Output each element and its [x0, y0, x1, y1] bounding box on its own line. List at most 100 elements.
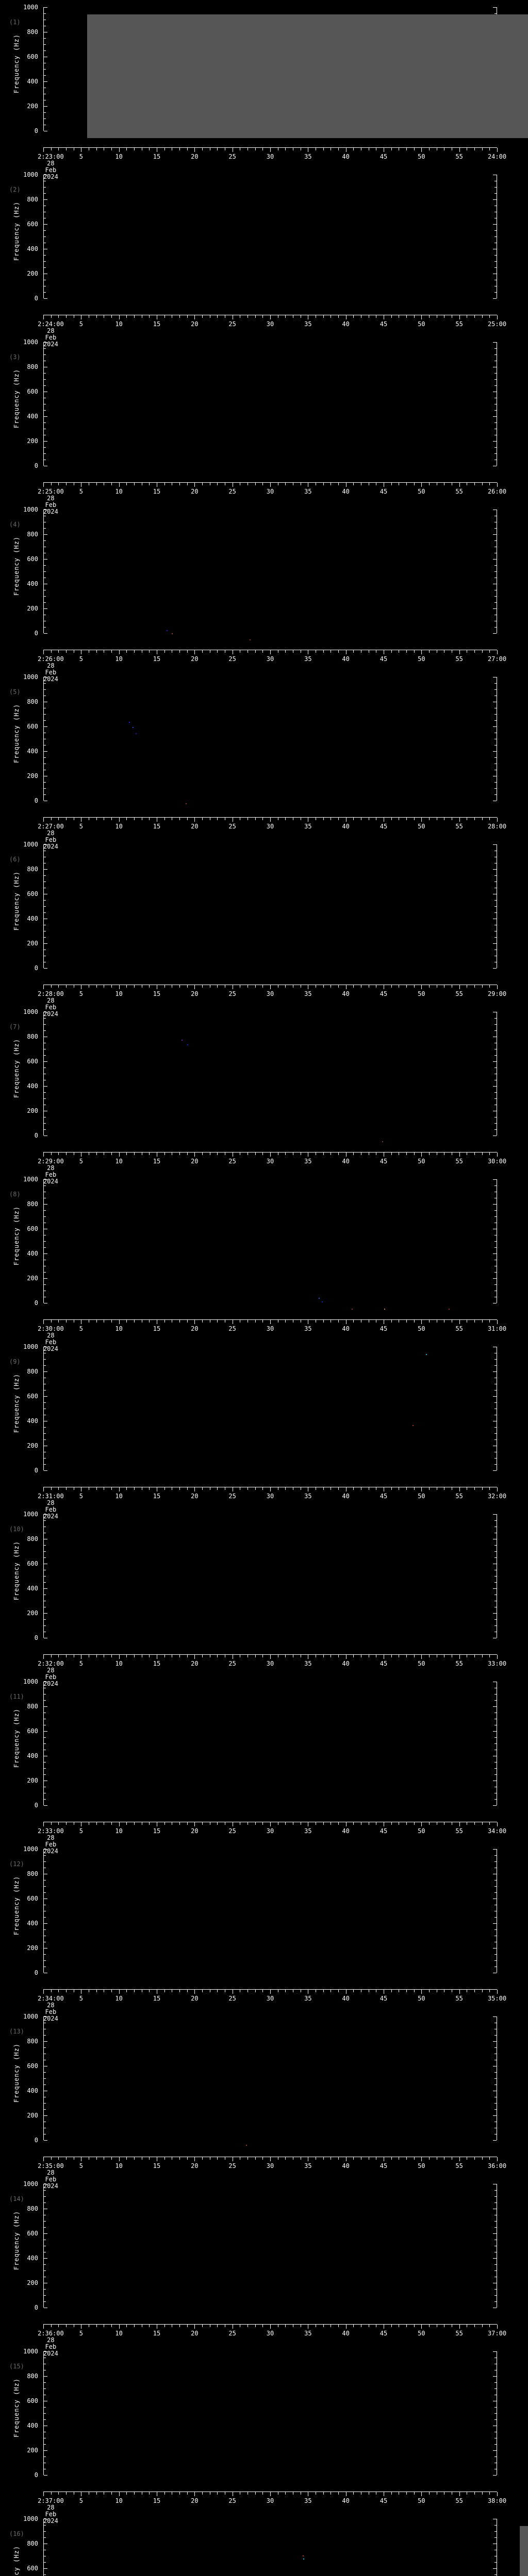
y-tick-minor [494, 2574, 497, 2575]
y-tick-major [44, 441, 47, 442]
x-tick-label: 25 [228, 655, 236, 663]
x-tick-minor [187, 1487, 188, 1490]
y-tick-label: 600 [27, 2230, 38, 2237]
y-tick-major [44, 1061, 47, 1062]
x-tick-minor [179, 2492, 180, 2495]
y-axis-title: Frequency (Hz) [13, 1708, 20, 1768]
plot-area-9: 0 200 400 600 800 1000 [23, 1344, 497, 1473]
x-tick-minor [96, 2157, 97, 2160]
y-tick-minor [44, 453, 46, 454]
y-tick-label: 1000 [23, 1845, 38, 1853]
y-tick-minor [494, 1247, 497, 1248]
y-tick-label: 800 [27, 28, 38, 36]
y-tick-major [44, 726, 47, 727]
y-tick-label: 600 [27, 1393, 38, 1400]
x-tick-minor [406, 148, 407, 150]
x-tick-minor [338, 818, 339, 820]
x-tick-minor [164, 1487, 165, 1490]
x-tick-major [459, 483, 460, 487]
x-tick-major [119, 2157, 120, 2161]
x-tick-minor [406, 985, 407, 988]
y-tick-label: 600 [27, 2062, 38, 2070]
x-tick-major [459, 2157, 460, 2161]
x-tick-minor [414, 1990, 415, 1992]
x-tick-label: 45 [380, 1827, 388, 1835]
y-tick-minor [494, 2444, 497, 2445]
x-tick-major [459, 818, 460, 822]
y-tick-label: 200 [27, 2279, 38, 2286]
x-tick-minor [482, 1487, 483, 1490]
x-tick-minor [96, 1822, 97, 1825]
y-tick-major [493, 844, 497, 845]
x-tick-label: 30 [266, 2497, 274, 2504]
y-tick-minor [44, 255, 46, 256]
x-tick-major [459, 1655, 460, 1659]
data-point [303, 2558, 305, 2560]
panel-11: (11) Frequency (Hz) 0 200 400 600 800 1000 5 10 15… [0, 1674, 528, 1855]
x-tick-minor [164, 315, 165, 318]
x-tick-label: 45 [380, 823, 388, 830]
x-tick-minor [353, 1320, 354, 1323]
x-tick-minor [134, 1822, 135, 1825]
x-tick-minor [164, 1153, 165, 1155]
y-tick-minor [44, 1774, 46, 1775]
y-tick-minor [44, 1464, 46, 1465]
x-axis-start-label: 2:25:00 [38, 488, 64, 495]
x-tick-label: 40 [342, 153, 350, 160]
x-tick-minor [58, 1822, 59, 1825]
y-tick-label: 600 [27, 53, 38, 60]
y-tick-minor [44, 187, 46, 188]
x-tick-major [497, 818, 498, 822]
x-tick-minor [474, 483, 475, 485]
y-tick-minor [494, 2202, 497, 2203]
x-tick-minor [202, 1655, 203, 1657]
x-tick-major [459, 1822, 460, 1826]
y-tick-minor [494, 1917, 497, 1918]
x-tick-minor [134, 2325, 135, 2327]
x-tick-major [194, 1990, 195, 1994]
x-tick-minor [262, 483, 263, 485]
x-tick-minor [187, 148, 188, 150]
y-tick-label: 0 [34, 1802, 38, 1809]
x-tick-minor [179, 1655, 180, 1657]
x-tick-minor [111, 483, 112, 485]
y-tick-minor [494, 230, 497, 231]
panel-8: (8) Frequency (Hz) 0 200 400 600 800 1000 5 10 15 2… [0, 1172, 528, 1352]
x-tick-label: 20 [191, 990, 199, 997]
data-layer-9 [87, 1354, 528, 1478]
x-tick-minor [51, 650, 52, 653]
x-tick-label: 50 [418, 823, 425, 830]
x-tick-label: 5 [79, 1325, 83, 1332]
x-axis-12 [43, 1989, 497, 1990]
x-tick-minor [58, 1990, 59, 1992]
x-tick-major [497, 315, 498, 319]
y-tick-minor [44, 118, 46, 119]
y-tick-label: 800 [27, 2205, 38, 2212]
x-tick-minor [66, 1990, 67, 1992]
y-tick-minor [44, 714, 46, 715]
y-tick-minor [44, 379, 46, 380]
x-tick-minor [58, 2157, 59, 2160]
x-tick-minor [96, 1655, 97, 1657]
x-tick-minor [51, 1655, 52, 1657]
x-tick-major [497, 1153, 498, 1157]
y-tick-minor [44, 44, 46, 45]
y-tick-minor [494, 900, 497, 901]
x-tick-minor [58, 1153, 59, 1155]
x-tick-minor [96, 2492, 97, 2495]
y-tick-minor [44, 1427, 46, 1428]
x-tick-minor [489, 1153, 490, 1155]
x-tick-label: 20 [191, 655, 199, 663]
x-tick-label: 40 [342, 2162, 350, 2170]
y-tick-minor [44, 1861, 46, 1862]
x-tick-minor [187, 2157, 188, 2160]
x-tick-label: 55 [455, 1660, 463, 1667]
y-tick-minor [44, 112, 46, 113]
x-tick-minor [285, 2325, 286, 2327]
x-axis-datestamp: 2:29:00 28 Feb 2024 [27, 1158, 74, 1185]
x-tick-label: 30 [266, 990, 274, 997]
x-tick-minor [414, 1822, 415, 1825]
x-tick-minor [482, 315, 483, 318]
x-tick-minor [285, 1487, 286, 1490]
date-line: Feb [45, 1841, 57, 1848]
